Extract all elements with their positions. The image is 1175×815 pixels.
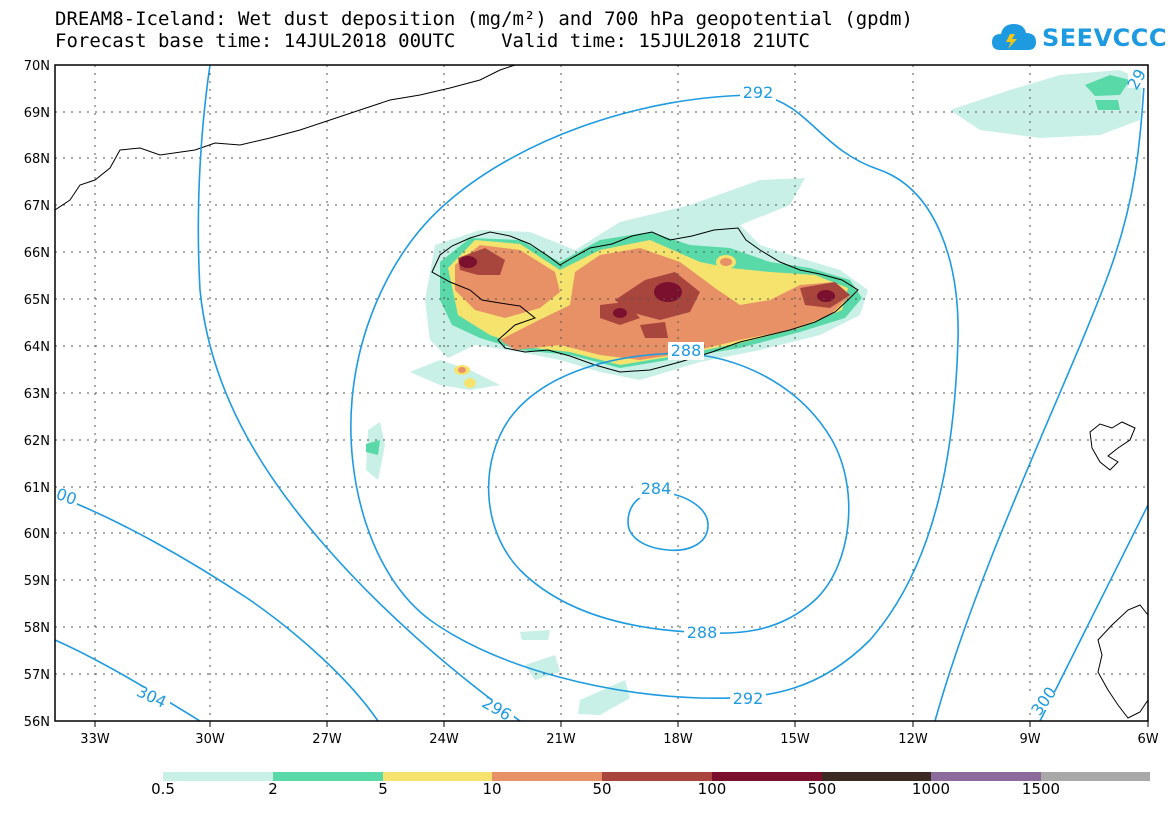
contour-292 <box>350 94 959 700</box>
lon-label: 6W <box>1137 732 1158 747</box>
lon-label: 21W <box>546 732 576 747</box>
legend-swatch <box>383 772 492 781</box>
contour-labels: 292 288 284 288 292 296 304 300 00 29 <box>54 66 1150 725</box>
lat-label: 70N <box>24 59 50 74</box>
deposition-level-10 <box>720 258 732 266</box>
contour-label: 284 <box>641 479 672 498</box>
deposition-level-100 <box>613 308 627 318</box>
title-line-2: Forecast base time: 14JUL2018 00UTC Vali… <box>55 30 810 52</box>
lat-label: 60N <box>24 527 50 542</box>
contour-label: 304 <box>134 682 170 712</box>
lat-label: 58N <box>24 621 50 636</box>
lat-label: 62N <box>24 434 50 449</box>
lat-label: 64N <box>24 340 50 355</box>
lon-label: 24W <box>429 732 459 747</box>
contour-label-backgrounds <box>55 70 1148 718</box>
deposition-level-50 <box>640 322 668 338</box>
lon-label: 18W <box>663 732 693 747</box>
greenland-coast <box>55 65 516 211</box>
dust-deposition-field <box>366 70 1142 715</box>
lon-label: 30W <box>195 732 225 747</box>
lat-label: 66N <box>24 246 50 261</box>
contour-right-300 <box>1039 504 1148 721</box>
lon-label: 15W <box>780 732 810 747</box>
contour-284 <box>627 491 709 552</box>
coastlines <box>55 65 1148 719</box>
deposition-level-2 <box>1095 100 1120 110</box>
lat-label: 69N <box>24 106 50 121</box>
contour-label: 288 <box>671 341 702 360</box>
contour-304 <box>55 639 201 721</box>
legend-label: 2 <box>268 780 278 798</box>
title-line-1: DREAM8-Iceland: Wet dust deposition (mg/… <box>55 8 913 30</box>
deposition-level-0-5 <box>410 360 500 390</box>
graticule <box>55 65 1148 721</box>
deposition-level-100 <box>459 256 477 268</box>
map-title: DREAM8-Iceland: Wet dust deposition (mg/… <box>55 8 913 52</box>
contour-label: 288 <box>687 623 718 642</box>
contour-label: 296 <box>479 693 515 725</box>
legend-label: 500 <box>807 780 837 798</box>
legend-swatch <box>602 772 712 781</box>
legend-label: 0.5 <box>151 780 175 798</box>
deposition-level-2 <box>366 440 380 455</box>
iceland-coast <box>431 227 859 373</box>
lat-label: 65N <box>24 293 50 308</box>
legend-swatch <box>273 772 383 781</box>
legend-swatch <box>1041 772 1150 781</box>
lat-label: 61N <box>24 481 50 496</box>
deposition-level-5 <box>464 378 476 388</box>
lat-label: 59N <box>24 574 50 589</box>
color-legend <box>163 772 1150 781</box>
deposition-level-50 <box>458 248 505 275</box>
legend-swatch <box>492 772 602 781</box>
deposition-level-100 <box>817 290 835 302</box>
legend-swatch <box>712 772 822 781</box>
deposition-level-0-5 <box>578 680 630 715</box>
legend-label: 1000 <box>911 780 951 798</box>
contour-296 <box>197 65 521 721</box>
longitude-labels: 33W 30W 27W 24W 21W 18W 15W 12W 9W 6W <box>80 732 1158 747</box>
lat-label: 63N <box>24 387 50 402</box>
faroe-coast <box>1089 421 1136 471</box>
map-frame <box>54 64 1149 722</box>
legend-label: 100 <box>697 780 727 798</box>
lon-label: 33W <box>80 732 110 747</box>
legend-label: 5 <box>378 780 388 798</box>
legend-swatch <box>822 772 931 781</box>
deposition-level-0-5 <box>520 630 550 640</box>
deposition-level-100 <box>654 282 682 302</box>
lat-label: 56N <box>24 715 50 730</box>
seevccc-logo: SEEVCCC <box>990 18 1167 58</box>
cloud-icon <box>992 24 1036 50</box>
legend-swatch <box>163 772 273 781</box>
lat-label: 67N <box>24 199 50 214</box>
legend-label: 50 <box>592 780 612 798</box>
contour-right-29x <box>934 69 1146 721</box>
scotland-coast <box>1097 604 1148 719</box>
deposition-level-2 <box>1085 75 1130 96</box>
lat-label: 57N <box>24 668 50 683</box>
contour-label: 292 <box>743 83 774 102</box>
legend-label: 1500 <box>1021 780 1061 798</box>
contour-300 <box>55 494 379 721</box>
legend-label: 10 <box>482 780 502 798</box>
contour-label: 292 <box>733 689 764 708</box>
lon-label: 12W <box>898 732 928 747</box>
legend-swatch <box>931 772 1041 781</box>
latitude-labels: 70N 69N 68N 67N 66N 65N 64N 63N 62N 61N … <box>24 59 50 730</box>
deposition-level-10 <box>458 367 466 373</box>
lat-label: 68N <box>24 152 50 167</box>
lon-label: 27W <box>312 732 342 747</box>
logo-text: SEEVCCC <box>1042 24 1167 52</box>
axis-ticks <box>94 721 1149 727</box>
lon-label: 9W <box>1019 732 1040 747</box>
